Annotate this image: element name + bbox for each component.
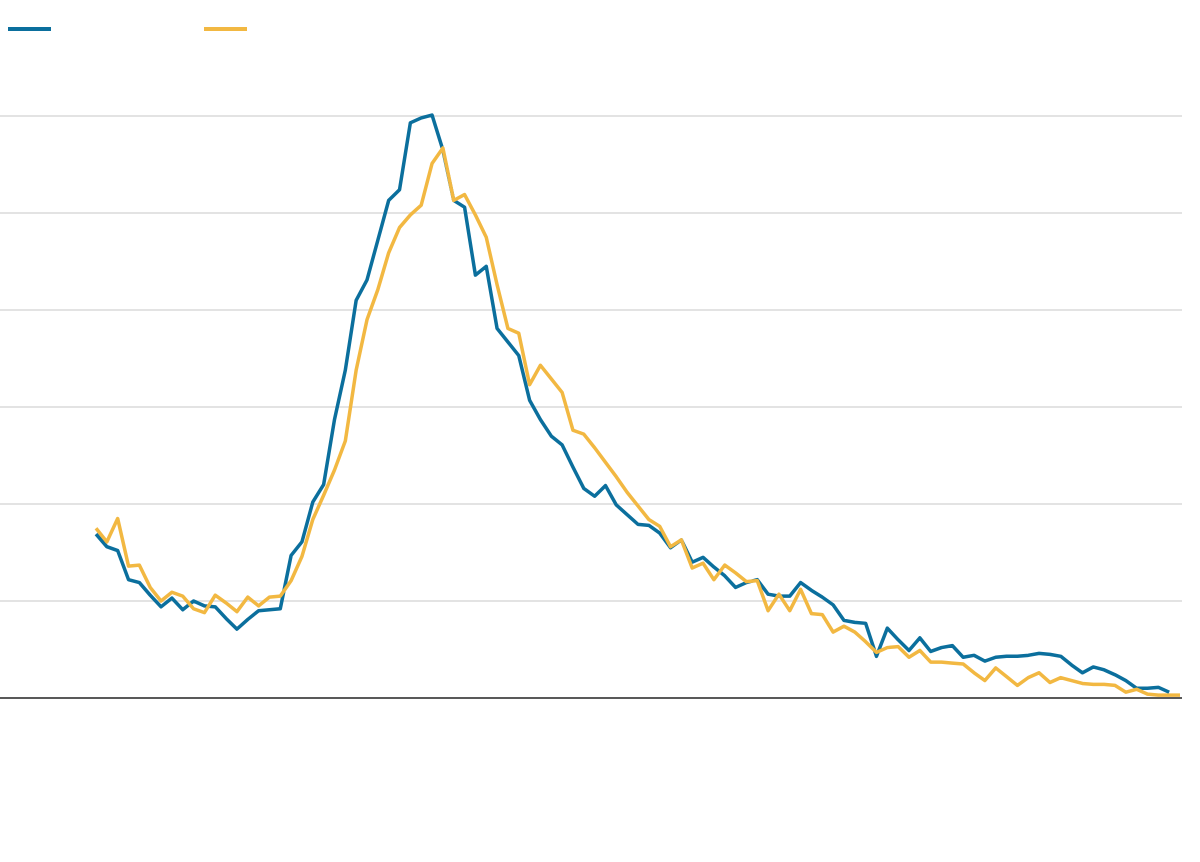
series-line — [94, 146, 1180, 697]
series-line — [94, 113, 1170, 694]
